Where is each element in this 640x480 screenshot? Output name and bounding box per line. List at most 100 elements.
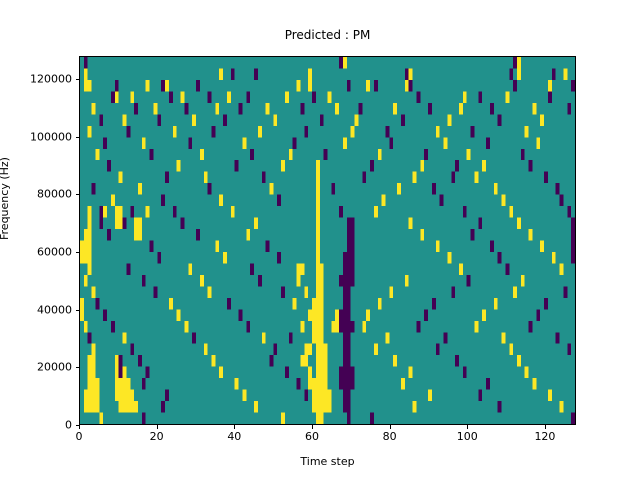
heatmap-cell bbox=[505, 263, 510, 275]
heatmap-cell bbox=[393, 102, 398, 115]
heatmap-cell bbox=[346, 412, 351, 424]
heatmap-cell bbox=[184, 102, 189, 115]
heatmap-cell bbox=[315, 217, 320, 230]
heatmap-cell bbox=[424, 148, 429, 161]
heatmap-cell bbox=[130, 91, 135, 103]
heatmap-cell bbox=[319, 320, 324, 333]
heatmap-cell bbox=[138, 355, 142, 367]
heatmap-cell bbox=[107, 160, 111, 172]
heatmap-cell bbox=[408, 366, 413, 379]
heatmap-cell bbox=[211, 125, 216, 138]
heatmap-cell bbox=[110, 194, 115, 207]
heatmap-cell bbox=[114, 355, 119, 367]
heatmap-cell bbox=[428, 102, 432, 115]
heatmap-cell bbox=[516, 355, 521, 367]
heatmap-cell bbox=[315, 389, 320, 402]
heatmap-cell bbox=[516, 68, 521, 80]
heatmap-cell bbox=[87, 378, 92, 390]
heatmap-cell bbox=[489, 240, 494, 252]
heatmap-cell bbox=[443, 137, 448, 149]
heatmap-cell bbox=[250, 148, 255, 161]
heatmap-cell bbox=[103, 206, 108, 218]
heatmap-cell bbox=[431, 183, 436, 195]
heatmap-cell bbox=[103, 137, 108, 149]
heatmap-cell bbox=[312, 309, 316, 321]
heatmap-cell bbox=[335, 102, 340, 115]
heatmap-cell bbox=[350, 378, 355, 390]
heatmap-cell bbox=[83, 274, 88, 287]
heatmap-cell bbox=[404, 68, 409, 80]
x-tick-mark bbox=[234, 425, 236, 429]
heatmap-cell bbox=[114, 206, 119, 218]
heatmap-cell bbox=[296, 274, 301, 287]
heatmap-cell bbox=[138, 217, 142, 230]
heatmap-cell bbox=[269, 355, 274, 367]
heatmap-cell bbox=[308, 79, 313, 92]
heatmap-cell bbox=[118, 206, 123, 218]
x-tick-label: 40 bbox=[227, 430, 242, 443]
heatmap-cell bbox=[134, 217, 139, 230]
heatmap-cell bbox=[114, 217, 119, 230]
x-tick-label: 20 bbox=[149, 430, 164, 443]
heatmap-cell bbox=[284, 366, 289, 379]
y-tick-label: 120000 bbox=[30, 72, 72, 86]
heatmap-cell bbox=[323, 343, 328, 356]
heatmap-cell bbox=[319, 412, 324, 424]
heatmap-cell bbox=[509, 68, 514, 80]
heatmap-cell bbox=[288, 332, 293, 344]
heatmap-cell bbox=[91, 389, 96, 402]
heatmap-cell bbox=[161, 79, 166, 92]
heatmap-cell bbox=[246, 91, 251, 103]
heatmap-cell bbox=[516, 57, 521, 69]
heatmap-cell bbox=[110, 91, 115, 103]
heatmap-cell bbox=[87, 401, 92, 413]
heatmap-cell bbox=[122, 366, 127, 379]
heatmap-cell bbox=[366, 79, 371, 92]
heatmap-cell bbox=[95, 389, 100, 402]
heatmap-cell bbox=[493, 297, 498, 310]
heatmap-cell bbox=[230, 206, 235, 218]
heatmap-cell bbox=[118, 355, 123, 367]
heatmap-cell bbox=[532, 102, 537, 115]
heatmap-cell bbox=[126, 378, 131, 390]
heatmap-cell bbox=[126, 125, 131, 138]
heatmap-cell bbox=[87, 355, 92, 367]
heatmap-cell bbox=[319, 343, 324, 356]
heatmap-cell bbox=[312, 389, 316, 402]
x-tick-label: 80 bbox=[382, 430, 397, 443]
heatmap-cell bbox=[466, 148, 471, 161]
heatmap-cell bbox=[315, 286, 320, 298]
x-tick-mark bbox=[544, 425, 546, 429]
heatmap-cell bbox=[296, 378, 301, 390]
heatmap-cell bbox=[207, 183, 212, 195]
heatmap-cell bbox=[91, 355, 96, 367]
y-tick-label: 80000 bbox=[37, 187, 72, 201]
heatmap-cell bbox=[141, 378, 146, 390]
heatmap-cell bbox=[118, 217, 123, 230]
heatmap-cell bbox=[346, 297, 351, 310]
heatmap-cell bbox=[528, 320, 533, 333]
heatmap-cell bbox=[300, 320, 305, 333]
heatmap-cell bbox=[161, 401, 166, 413]
heatmap-cell bbox=[87, 332, 92, 344]
heatmap-cell bbox=[551, 251, 556, 264]
heatmap-cell bbox=[323, 401, 328, 413]
heatmap-cell bbox=[315, 183, 320, 195]
heatmap-cell bbox=[304, 343, 309, 356]
heatmap-cell bbox=[342, 401, 347, 413]
heatmap-cell bbox=[130, 343, 135, 356]
heatmap-cell bbox=[493, 183, 498, 195]
heatmap-cell bbox=[265, 240, 270, 252]
heatmap-cell bbox=[188, 137, 193, 149]
heatmap-cell bbox=[215, 240, 220, 252]
heatmap-cell bbox=[339, 378, 343, 390]
heatmap-cell bbox=[296, 79, 301, 92]
y-tick-mark bbox=[75, 79, 79, 81]
heatmap-cell bbox=[114, 366, 119, 379]
heatmap-cell bbox=[114, 389, 119, 402]
heatmap-cell bbox=[319, 286, 324, 298]
heatmap-cell bbox=[528, 229, 533, 241]
heatmap-cell bbox=[168, 91, 173, 103]
heatmap-cell bbox=[431, 297, 436, 310]
heatmap-cell bbox=[180, 217, 185, 230]
